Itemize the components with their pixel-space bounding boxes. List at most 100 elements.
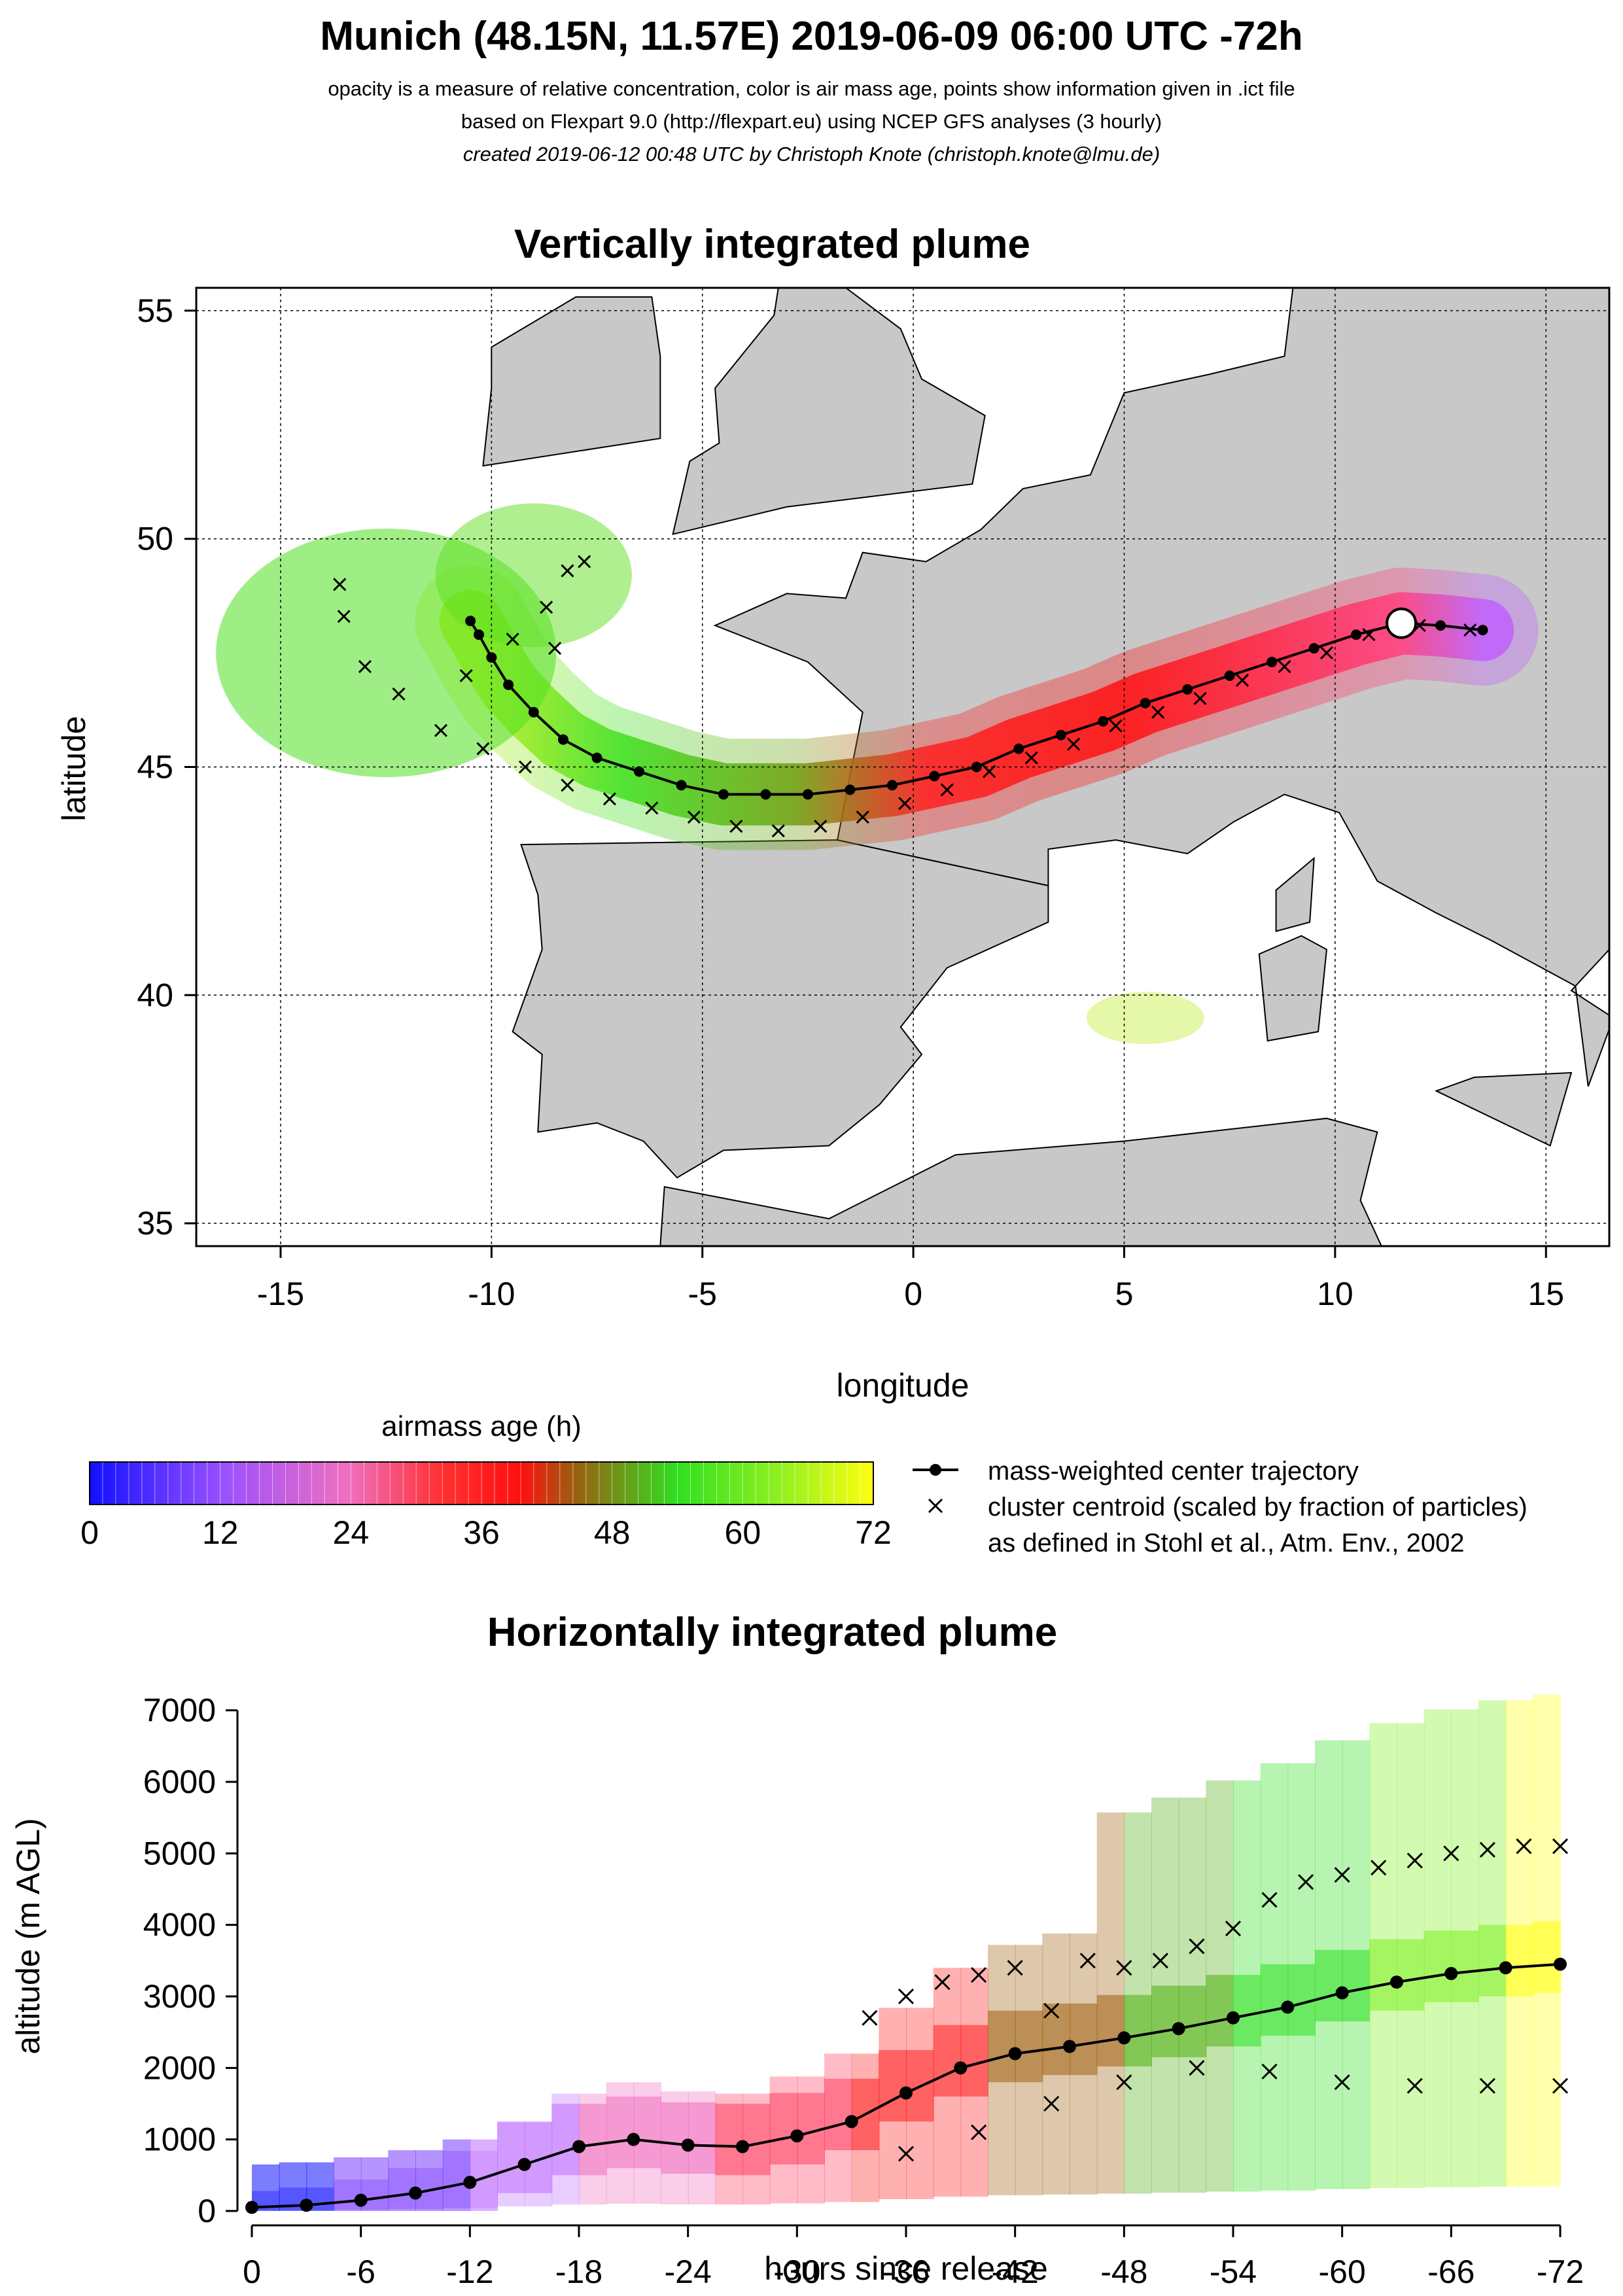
cluster-centroid <box>518 760 532 774</box>
plume-column-core <box>1124 1994 1152 2067</box>
subtitle-line-3: created 2019-06-12 00:48 UTC by Christop… <box>462 143 1161 165</box>
colorbar-tick-label: 0 <box>80 1514 99 1551</box>
trajectory-point <box>1182 684 1193 695</box>
cluster-centroid <box>506 633 519 646</box>
trajectory-point <box>300 2199 313 2212</box>
x-axis-label: hours since release <box>764 2250 1048 2287</box>
trajectory-point <box>503 679 514 690</box>
subtitle-line-2: based on Flexpart 9.0 (http://flexpart.e… <box>461 110 1162 133</box>
cluster-centroid <box>459 669 473 683</box>
cluster-centroid <box>1261 2063 1278 2079</box>
cluster-centroid <box>392 687 406 701</box>
cluster-centroid <box>971 1967 987 1983</box>
x-tick-label: 5 <box>1115 1276 1134 1312</box>
trajectory-point <box>1224 670 1235 681</box>
plume-column-core <box>824 2078 852 2151</box>
x-tick-label: -42 <box>992 2253 1039 2290</box>
cluster-centroid <box>1189 1938 1205 1955</box>
cluster-centroid <box>771 824 785 838</box>
y-tick-label: 40 <box>137 977 173 1013</box>
trajectory-point <box>1013 743 1024 754</box>
trajectory-point <box>845 2115 858 2129</box>
x-tick-label: -48 <box>1100 2253 1147 2290</box>
cluster-centroid <box>687 810 701 824</box>
legend-cluster-label: cluster centroid (scaled by fraction of … <box>988 1493 1527 1522</box>
legend-trajectory-dot <box>930 1464 941 1476</box>
plume-column-core <box>388 2150 416 2211</box>
cluster-centroid <box>898 2146 915 2162</box>
x-tick-label: 0 <box>243 2253 261 2290</box>
x-axis-label: longitude <box>837 1367 969 1404</box>
plume-column-core <box>1533 1921 1561 1993</box>
plume-column-core <box>1206 1975 1234 2047</box>
colorbar-tick-label: 60 <box>725 1514 761 1551</box>
trajectory-point <box>1098 716 1109 727</box>
cluster-centroid <box>862 2009 878 2026</box>
x-tick-label: -36 <box>882 2253 930 2290</box>
y-tick-label: 1000 <box>143 2121 216 2158</box>
trajectory-point <box>681 2138 695 2152</box>
y-tick-label: 35 <box>137 1205 173 1242</box>
cluster-centroid <box>540 600 553 614</box>
plume-column-core <box>769 2093 798 2165</box>
cluster-centroid <box>1067 737 1081 751</box>
plume-column-core <box>1096 1994 1125 2067</box>
cluster-centroid <box>1479 2078 1495 2094</box>
plume-north-lobe <box>435 503 632 648</box>
y-tick-label: 50 <box>137 521 173 557</box>
trajectory-point <box>409 2186 422 2200</box>
cluster-centroid <box>856 810 869 824</box>
x-tick-label: -54 <box>1210 2253 1257 2290</box>
cluster-centroid <box>1079 1953 1096 1969</box>
cluster-centroid <box>1516 1838 1532 1854</box>
land-sicily <box>1435 1071 1573 1147</box>
plume-column-core <box>442 2139 471 2211</box>
trajectory-point <box>465 616 476 627</box>
plume-column-core <box>879 2050 907 2122</box>
plume-column-core <box>1342 1949 1370 2022</box>
y-axis-label: latitude <box>56 716 92 821</box>
center-trajectory-line <box>469 620 1483 796</box>
colorbar-tick-label: 12 <box>202 1514 239 1551</box>
y-tick-label: 3000 <box>143 1978 216 2015</box>
y-tick-label: 55 <box>137 292 173 329</box>
colorbar-title: airmass age (h) <box>381 1410 582 1442</box>
trajectory-point <box>1008 2047 1022 2061</box>
land-britain <box>672 288 986 536</box>
plume-column-core <box>988 2010 1016 2083</box>
cluster-centroid <box>578 555 591 568</box>
y-tick-label: 2000 <box>143 2049 216 2086</box>
cluster-centroid <box>1109 719 1123 733</box>
x-tick-label: -18 <box>555 2253 602 2290</box>
x-tick-label: 10 <box>1317 1276 1353 1312</box>
cluster-centroid <box>1334 1867 1350 1883</box>
cluster-centroid <box>1370 1860 1387 1876</box>
cluster-centroid <box>1406 1852 1423 1869</box>
trajectory-point <box>790 2129 804 2143</box>
x-tick-label: -66 <box>1427 2253 1475 2290</box>
y-tick-label: 0 <box>198 2193 216 2229</box>
x-tick-label: -10 <box>468 1276 515 1312</box>
x-tick-label: -12 <box>446 2253 493 2290</box>
land-sardinia <box>1258 935 1328 1042</box>
cluster-centroid <box>1298 1874 1314 1890</box>
cluster-centroid <box>1552 1838 1569 1854</box>
y-tick-label: 6000 <box>143 1764 216 1800</box>
trajectory-point <box>1172 2022 1185 2036</box>
x-tick-label: -30 <box>773 2253 820 2290</box>
land-north-africa <box>196 1117 1382 1246</box>
x-tick-label: -6 <box>346 2253 375 2290</box>
trajectory-point <box>1351 629 1362 640</box>
cluster-centroid <box>814 820 828 833</box>
trajectory-point <box>1477 625 1488 636</box>
cluster-centroid <box>333 578 347 591</box>
colorbar-tick-label: 48 <box>594 1514 631 1551</box>
cluster-centroid <box>1189 2060 1205 2076</box>
plume-column-core <box>1233 1975 1261 2047</box>
plume-column-core <box>688 2102 716 2174</box>
release-point-marker <box>1386 607 1418 639</box>
cluster-centroid <box>1043 2002 1060 2019</box>
trajectory-point <box>1444 1967 1458 1981</box>
trajectory-point <box>845 784 856 795</box>
cluster-centroid <box>898 1988 915 2005</box>
